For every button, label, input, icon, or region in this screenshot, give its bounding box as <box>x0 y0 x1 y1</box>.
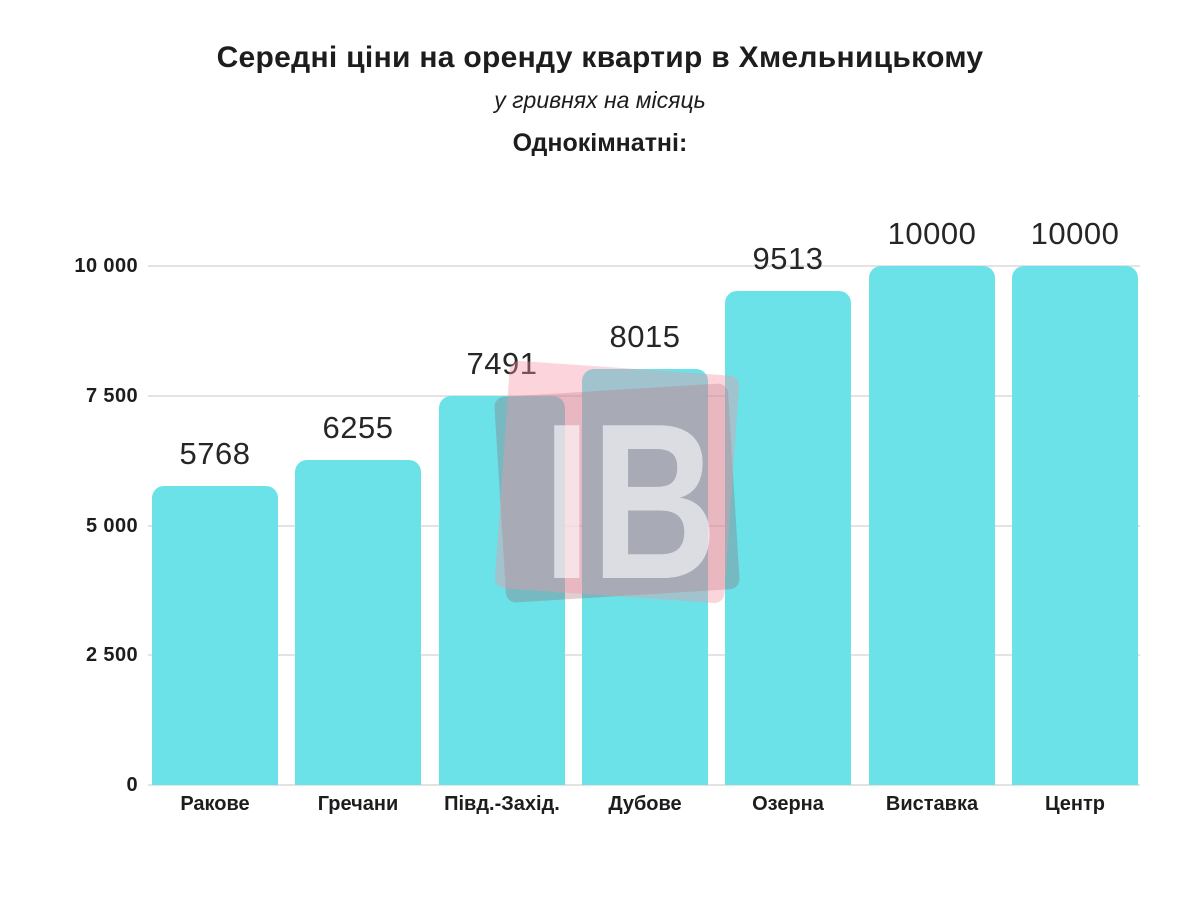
x-axis-category-label: Півд.-Захід. <box>444 793 560 815</box>
chart-title: Середні ціни на оренду квартир в Хмельни… <box>216 41 984 74</box>
bar-value-label: 5768 <box>179 436 251 471</box>
y-axis-tick-label: 10 000 <box>74 255 138 277</box>
bar-value-label: 6255 <box>322 410 394 445</box>
x-axis-category-label: Виставка <box>885 793 979 815</box>
y-axis-tick-label: 0 <box>126 774 138 796</box>
x-axis-category-label: Центр <box>1044 793 1106 815</box>
gridline <box>148 784 1140 786</box>
bar-5 <box>725 291 851 785</box>
bar-4 <box>582 369 708 785</box>
bar-6 <box>869 266 995 785</box>
y-axis-tick-label: 7 500 <box>85 385 138 407</box>
bar-value-label: 7491 <box>466 346 538 381</box>
bar-3 <box>439 396 565 785</box>
bar-1 <box>152 486 278 785</box>
bar-value-label: 9513 <box>752 241 824 276</box>
gridline <box>148 265 1140 267</box>
x-axis-category-label: Гречани <box>317 793 399 815</box>
x-axis-category-label: Озерна <box>752 793 824 815</box>
bar-value-label: 10000 <box>887 216 977 251</box>
y-axis-tick-label: 2 500 <box>85 644 138 666</box>
chart-group-label: Однокімнатні: <box>512 129 688 157</box>
chart-subtitle: у гривнях на місяць <box>494 87 706 113</box>
y-axis-tick-label: 5 000 <box>85 515 138 537</box>
bar-value-label: 8015 <box>609 319 681 354</box>
bar-7 <box>1012 266 1138 785</box>
bar-2 <box>295 460 421 785</box>
bar-value-label: 10000 <box>1030 216 1120 251</box>
x-axis-category-label: Дубове <box>608 793 682 815</box>
x-axis-category-label: Ракове <box>180 793 250 815</box>
